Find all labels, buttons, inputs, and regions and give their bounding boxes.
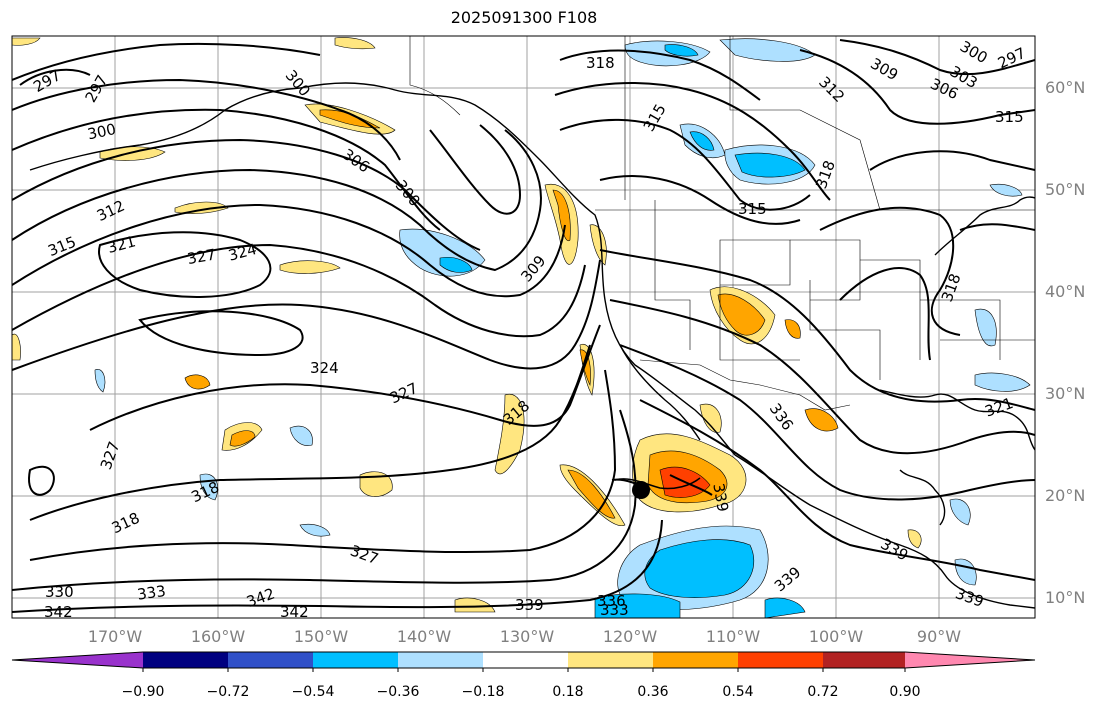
contour-label: 318 [586,54,615,72]
lon-label: 90°W [916,627,962,646]
colorbar-segment [228,652,313,668]
colorbar-tick-label: −0.36 [376,684,420,700]
contour-label: 324 [310,359,339,377]
contour-label: 342 [44,603,73,621]
contour-label: 333 [136,582,167,604]
colorbar-segment [738,652,823,668]
negative-shading [94,38,1031,618]
lon-label: 100°W [808,627,864,646]
contour-label: 315 [738,200,767,218]
lon-label: 150°W [293,627,349,646]
lon-label: 160°W [190,627,246,646]
lon-label: 130°W [499,627,555,646]
storm-marker [614,477,701,499]
colorbar-tick-label: −0.90 [121,684,165,700]
contour-label: 336 [597,592,626,610]
political-borders [409,36,1035,411]
lat-label: 60°N [1045,78,1086,97]
colorbar [11,651,1036,672]
contour-label: 327 [186,245,217,268]
contour-label: 315 [995,108,1024,126]
colorbar-max-arrow [905,652,1035,668]
contour-label: 339 [515,596,544,614]
colorbar-segment [823,652,905,668]
contour-label: 342 [280,603,309,621]
colorbar-segment [483,652,568,668]
colorbar-tick-label: 0.54 [722,684,754,700]
contour-label: 339 [709,482,732,513]
lat-label: 10°N [1045,588,1086,607]
geopotential-contours [12,39,1035,613]
colorbar-segment [398,652,483,668]
colorbar-segment [313,652,398,668]
colorbar-tick-label: 0.36 [637,684,669,700]
lon-label: 140°W [396,627,452,646]
colorbar-segment [653,652,738,668]
colorbar-segment [568,652,653,668]
lon-label: 110°W [705,627,761,646]
contour-label: 333 [600,601,629,619]
colorbar-tick-label: 0.72 [807,684,839,700]
contour-label: 300 [86,120,118,144]
lon-label: 120°W [602,627,658,646]
colorbar-segment [143,652,228,668]
colorbar-tick-label: −0.18 [461,684,505,700]
lat-label: 20°N [1045,486,1086,505]
lat-label: 50°N [1045,180,1086,199]
contour-label: 330 [45,583,74,601]
colorbar-tick-label: 0.90 [889,684,921,700]
lon-label: 170°W [87,627,143,646]
colorbar-tick-label: −0.72 [206,684,250,700]
lat-label: 40°N [1045,282,1086,301]
lat-label: 30°N [1045,384,1086,403]
colorbar-tick-label: 0.18 [552,684,584,700]
map-title: 2025091300 F108 [450,8,598,27]
colorbar-min-arrow [12,652,143,668]
colorbar-tick-label: −0.54 [291,684,335,700]
